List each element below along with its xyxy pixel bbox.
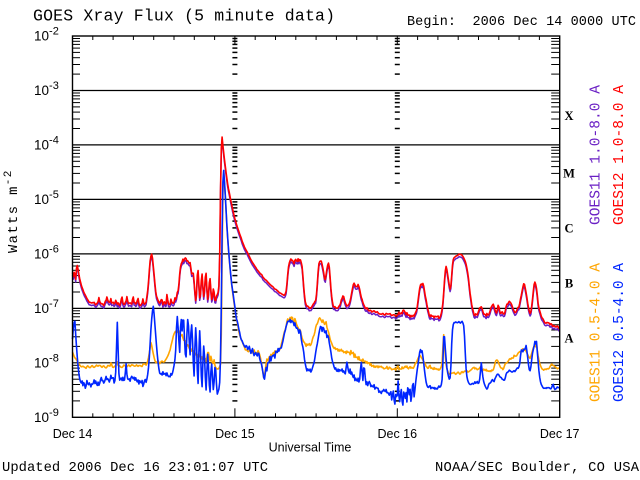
- svg-text:Dec 14: Dec 14: [53, 427, 93, 441]
- svg-text:B: B: [565, 277, 573, 291]
- svg-text:GOES11 1.0-8.0 A: GOES11 1.0-8.0 A: [589, 85, 605, 225]
- svg-text:X: X: [564, 109, 573, 123]
- svg-text:A: A: [564, 332, 573, 346]
- svg-text:GOES12 0.5-4.0 A: GOES12 0.5-4.0 A: [612, 263, 628, 402]
- svg-text:Dec 17: Dec 17: [540, 427, 580, 441]
- svg-text:Watts m-2: Watts m-2: [3, 169, 22, 253]
- svg-text:NOAA/SEC Boulder, CO USA: NOAA/SEC Boulder, CO USA: [435, 460, 640, 476]
- svg-text:Updated 2006 Dec 16 23:01:07 U: Updated 2006 Dec 16 23:01:07 UTC: [2, 460, 268, 476]
- svg-text:GOES12 1.0-8.0 A: GOES12 1.0-8.0 A: [612, 85, 628, 225]
- svg-text:M: M: [563, 167, 575, 181]
- svg-text:C: C: [564, 222, 573, 236]
- svg-text:GOES Xray Flux (5 minute data): GOES Xray Flux (5 minute data): [33, 7, 335, 26]
- svg-text:GOES11 0.5-4.0 A: GOES11 0.5-4.0 A: [589, 263, 605, 402]
- svg-text:Dec 15: Dec 15: [215, 427, 255, 441]
- svg-text:Begin: 2006 Dec 14 0000 UTC: Begin: 2006 Dec 14 0000 UTC: [407, 15, 636, 30]
- svg-text:Dec 16: Dec 16: [377, 427, 417, 441]
- svg-text:Universal Time: Universal Time: [269, 441, 352, 455]
